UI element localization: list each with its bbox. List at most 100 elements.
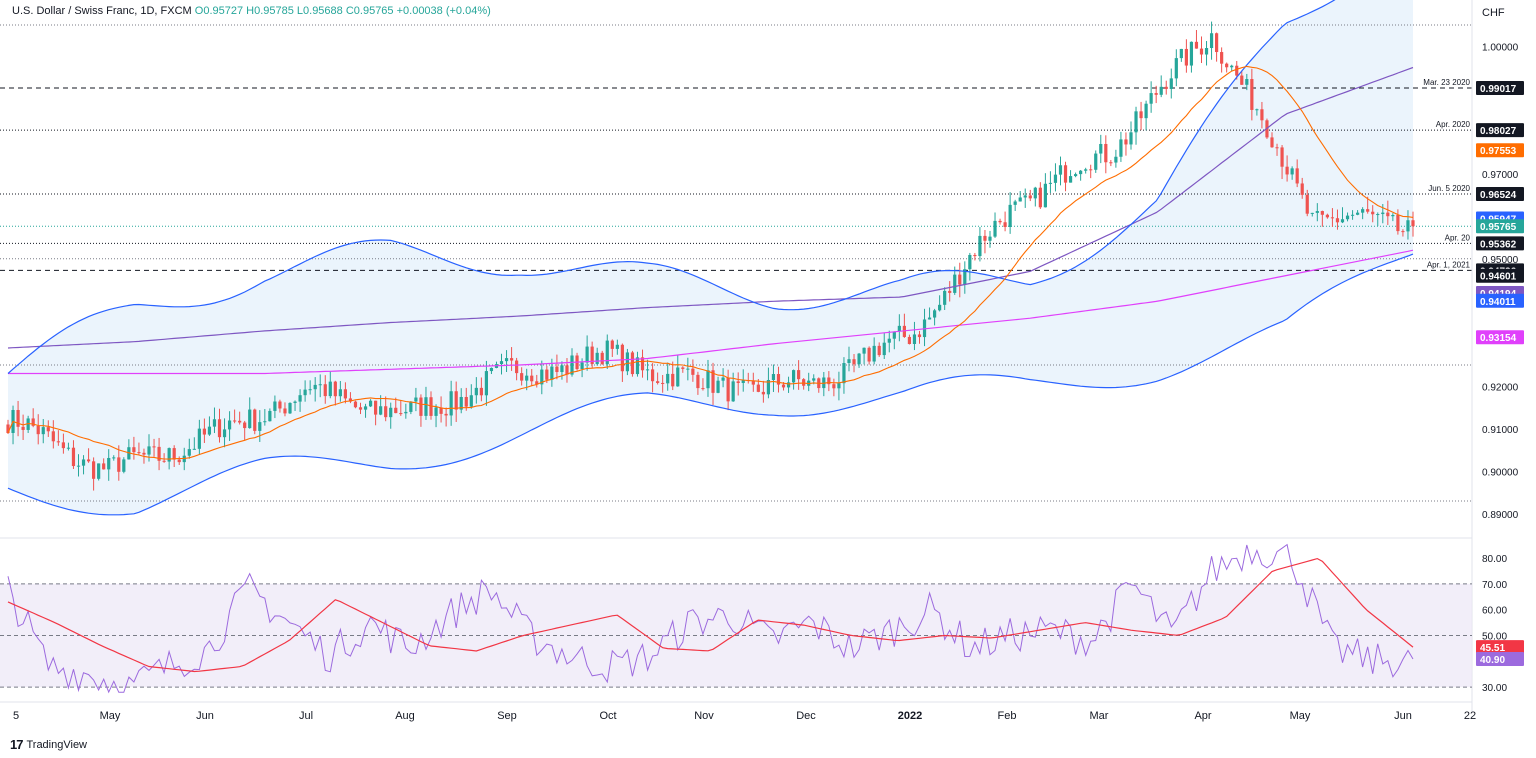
candle-body bbox=[1295, 168, 1299, 184]
candle-body bbox=[21, 426, 25, 430]
candle-body bbox=[525, 375, 529, 381]
candle-body bbox=[1099, 143, 1103, 154]
candle-body bbox=[343, 389, 348, 399]
candle-body bbox=[1401, 231, 1405, 233]
candle-body bbox=[1119, 139, 1123, 157]
candle-body bbox=[1250, 79, 1254, 110]
candle-body bbox=[253, 409, 257, 431]
candle-body bbox=[122, 459, 126, 472]
candle-body bbox=[66, 447, 71, 449]
candle-body bbox=[419, 397, 423, 416]
candle-body bbox=[137, 452, 141, 454]
rsi-line bbox=[7, 543, 1414, 694]
rsi-value-tag-bg bbox=[1476, 651, 1524, 666]
candle-body bbox=[776, 374, 781, 385]
level-label-2: Jun. 5 2020 bbox=[1428, 184, 1470, 193]
time-tick-label: Jun bbox=[196, 710, 214, 722]
candle-body bbox=[1310, 212, 1314, 214]
time-tick-label: May bbox=[100, 710, 121, 722]
tradingview-brand[interactable]: 17 TradingView bbox=[10, 737, 87, 752]
time-tick-label: Apr bbox=[1194, 710, 1211, 722]
bollinger-upper-line bbox=[7, 0, 1336, 374]
candle-body bbox=[499, 361, 504, 365]
time-tick-label: Nov bbox=[694, 710, 714, 722]
candle-body bbox=[1255, 109, 1259, 111]
candle-body bbox=[1376, 214, 1380, 216]
candle-body bbox=[142, 452, 146, 455]
price-tag-6: 0.93154 bbox=[1480, 333, 1517, 344]
candle-body bbox=[580, 362, 584, 370]
candle-body bbox=[414, 397, 418, 402]
candle-body bbox=[872, 345, 876, 362]
candle-body bbox=[948, 290, 952, 293]
candle-body bbox=[1008, 204, 1012, 227]
price-tag-5: 0.94011 bbox=[1480, 297, 1516, 308]
candle-body bbox=[837, 383, 841, 389]
candle-body bbox=[1366, 209, 1370, 212]
candle-body bbox=[1048, 182, 1053, 184]
candle-body bbox=[444, 413, 448, 416]
candle-body bbox=[736, 381, 740, 383]
candle-body bbox=[31, 418, 35, 426]
candle-body bbox=[1174, 58, 1178, 79]
price-tag-5-bg bbox=[1476, 293, 1524, 308]
candle-body bbox=[1139, 111, 1143, 119]
price-tick-label: 0.95000 bbox=[1482, 255, 1519, 266]
candle-body bbox=[308, 389, 312, 391]
candle-body bbox=[92, 461, 96, 479]
candle-body bbox=[268, 410, 272, 422]
price-tag-0: 0.97553 bbox=[1480, 146, 1517, 157]
sma200-line bbox=[8, 249, 1414, 375]
price-tick-label: 0.91000 bbox=[1482, 425, 1519, 436]
candle-body bbox=[293, 401, 297, 403]
level-tag-1: 0.98027 bbox=[1480, 126, 1517, 137]
candle-body bbox=[167, 448, 171, 462]
candle-body bbox=[570, 355, 574, 375]
candle-body bbox=[187, 449, 191, 456]
candle-body bbox=[540, 369, 544, 385]
rsi-tick-label: 70.00 bbox=[1482, 580, 1507, 591]
candle-body bbox=[212, 419, 217, 427]
candle-body bbox=[469, 395, 473, 407]
candle-body bbox=[1164, 86, 1168, 89]
candle-body bbox=[1371, 211, 1375, 215]
candle-body bbox=[1184, 48, 1188, 66]
candle-body bbox=[671, 373, 675, 387]
candle-body bbox=[802, 379, 806, 386]
brand-name: TradingView bbox=[26, 738, 88, 751]
candle-body bbox=[1356, 212, 1360, 215]
candle-body bbox=[1189, 41, 1194, 66]
candle-body bbox=[233, 420, 237, 422]
bollinger-lower-line bbox=[7, 253, 1414, 516]
candle-body bbox=[484, 371, 489, 396]
candle-body bbox=[363, 406, 368, 410]
candle-body bbox=[509, 358, 514, 361]
rsi-signal-tag-bg bbox=[1476, 640, 1524, 655]
tradingview-logo-icon: 17 bbox=[10, 737, 24, 752]
price-tag-0-bg bbox=[1476, 143, 1524, 158]
candle-body bbox=[1003, 222, 1007, 227]
candle-body bbox=[741, 380, 745, 383]
candle-body bbox=[842, 363, 846, 384]
candle-body bbox=[585, 346, 589, 363]
rsi-tick-label: 60.00 bbox=[1482, 606, 1507, 617]
candle-body bbox=[892, 331, 896, 339]
candle-body bbox=[867, 347, 871, 362]
candle-body bbox=[852, 359, 856, 365]
candle-body bbox=[691, 368, 695, 375]
candle-body bbox=[1134, 111, 1138, 133]
candle-body bbox=[726, 377, 730, 402]
time-tick-label: Oct bbox=[599, 710, 616, 722]
candle-body bbox=[1230, 65, 1234, 68]
candle-body bbox=[998, 220, 1002, 223]
price-tag-6-bg bbox=[1476, 330, 1524, 345]
candle-body bbox=[283, 408, 287, 414]
candle-body bbox=[595, 352, 599, 365]
candle-body bbox=[489, 367, 494, 372]
candle-body bbox=[1330, 217, 1335, 219]
candle-body bbox=[1149, 93, 1153, 104]
candle-body bbox=[1124, 139, 1128, 145]
candle-body bbox=[76, 465, 81, 467]
candle-body bbox=[676, 367, 680, 387]
